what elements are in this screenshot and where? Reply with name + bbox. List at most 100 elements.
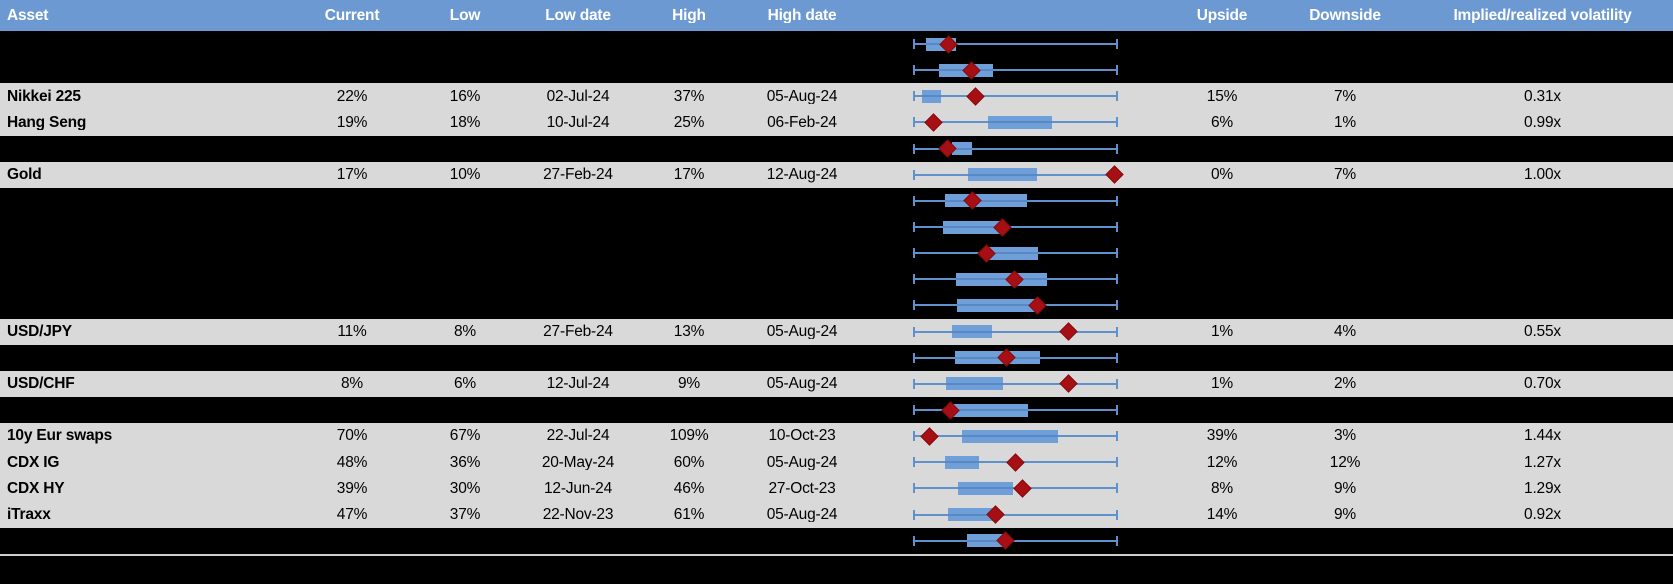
whisker-cap-left (913, 274, 915, 285)
implied-realized-vol-cell: 1.27x (1524, 454, 1561, 471)
downside-value-cell: 4% (1333, 323, 1356, 340)
interquartile-box (988, 115, 1052, 129)
whisker-cap-left (913, 405, 915, 416)
whisker-cap-left (913, 535, 915, 546)
high-value-cell: 9% (677, 376, 700, 392)
whisker-cap-right (1116, 352, 1118, 363)
whisker-cap-right (1116, 248, 1118, 259)
whisker-line (913, 539, 1118, 542)
interquartile-box (921, 89, 941, 103)
current-value-cell: 11% (337, 323, 367, 340)
whisker-cap-right (1116, 300, 1118, 311)
low-date-cell: 02-Jul-24 (546, 88, 610, 105)
boxplot-area (913, 292, 1118, 318)
upside-value-cell: 14% (1206, 506, 1238, 523)
high-value-cell: 109% (669, 428, 709, 444)
high-value-cell: 60% (673, 454, 705, 471)
high-value-cell: 13% (673, 323, 705, 340)
interquartile-box (948, 508, 995, 522)
asset-name-cell: Hang Seng (7, 114, 87, 131)
table-row: Hang Seng 19% 18% 10-Jul-24 25% 06-Feb-2… (0, 109, 1673, 136)
whisker-cap-right (1116, 405, 1118, 416)
header-low: Low (449, 7, 481, 24)
boxplot-area (913, 449, 1118, 475)
table-row (0, 57, 1673, 84)
volatility-table: Asset Current Low Low date High High dat… (0, 0, 1673, 556)
header-upside: Upside (1196, 7, 1248, 24)
whisker-cap-right (1116, 143, 1118, 154)
low-date-cell: 20-May-24 (541, 454, 615, 471)
high-date-cell: 05-Aug-24 (766, 323, 838, 340)
range-boxplot (864, 109, 1166, 135)
whisker-line (913, 43, 1118, 46)
upside-value-cell: 1% (1210, 323, 1233, 340)
low-value-cell: 18% (449, 114, 481, 131)
table-row (0, 344, 1673, 371)
whisker-cap-left (913, 352, 915, 363)
upside-value-cell: 15% (1206, 88, 1238, 105)
range-boxplot (864, 345, 1166, 371)
interquartile-box (956, 298, 1041, 312)
whisker-cap-left (913, 195, 915, 206)
table-row: Gold 17% 10% 27-Feb-24 17% 12-Aug-24 0% … (0, 161, 1673, 188)
current-value-cell: 70% (336, 428, 368, 444)
boxplot-area (913, 162, 1125, 188)
boxplot-area (913, 319, 1118, 345)
whisker-cap-left (913, 222, 915, 233)
current-level-diamond-marker (1105, 165, 1125, 184)
asset-name-cell: 10y Eur swaps (7, 428, 113, 444)
whisker-cap-right (1116, 39, 1118, 50)
boxplot-area (913, 31, 1118, 57)
high-date-cell: 05-Aug-24 (766, 454, 838, 471)
whisker-line (913, 226, 1118, 229)
asset-name-cell: USD/CHF (7, 376, 75, 392)
whisker-cap-right (1116, 509, 1118, 520)
range-boxplot (864, 371, 1166, 397)
current-value-cell: 39% (336, 480, 368, 497)
whisker-cap-right (1116, 535, 1118, 546)
boxplot-area (913, 57, 1118, 83)
current-level-diamond-marker (966, 87, 986, 106)
current-level-diamond-marker (1005, 453, 1025, 472)
table-row: iTraxx 47% 37% 22-Nov-23 61% 05-Aug-24 1… (0, 501, 1673, 528)
upside-value-cell: 1% (1210, 376, 1233, 392)
header-asset: Asset (7, 7, 49, 24)
range-boxplot (864, 31, 1166, 57)
whisker-cap-right (1116, 431, 1118, 442)
low-value-cell: 30% (449, 480, 481, 497)
header-low-date: Low date (545, 7, 611, 24)
whisker-cap-left (913, 483, 915, 494)
high-date-cell: 05-Aug-24 (766, 376, 838, 392)
range-boxplot (864, 292, 1166, 318)
interquartile-box (948, 403, 1029, 417)
whisker-cap-right (1116, 274, 1118, 285)
low-value-cell: 37% (449, 506, 481, 523)
interquartile-box (951, 142, 972, 156)
header-downside: Downside (1309, 7, 1381, 24)
current-value-cell: 17% (336, 167, 368, 183)
downside-value-cell: 3% (1333, 428, 1356, 444)
interquartile-box (946, 377, 1004, 391)
current-value-cell: 19% (336, 114, 368, 131)
implied-realized-vol-cell: 0.92x (1524, 506, 1561, 523)
whisker-cap-left (913, 300, 915, 311)
whisker-cap-left (913, 143, 915, 154)
implied-realized-vol-cell: 0.99x (1524, 114, 1561, 131)
whisker-cap-left (913, 509, 915, 520)
whisker-line (913, 382, 1118, 385)
boxplot-area (913, 188, 1118, 214)
table-row (0, 213, 1673, 241)
low-value-cell: 6% (453, 376, 476, 392)
range-boxplot (864, 266, 1166, 292)
range-boxplot (864, 136, 1166, 162)
table-row (0, 187, 1673, 214)
table-header-row: Asset Current Low Low date High High dat… (0, 0, 1673, 31)
range-boxplot (864, 162, 1166, 188)
table-row (0, 240, 1673, 267)
boxplot-area (913, 475, 1118, 501)
downside-value-cell: 1% (1333, 114, 1356, 131)
high-date-cell: 05-Aug-24 (766, 88, 838, 105)
whisker-cap-left (913, 326, 915, 337)
table-row (0, 527, 1673, 554)
low-value-cell: 67% (449, 428, 481, 444)
